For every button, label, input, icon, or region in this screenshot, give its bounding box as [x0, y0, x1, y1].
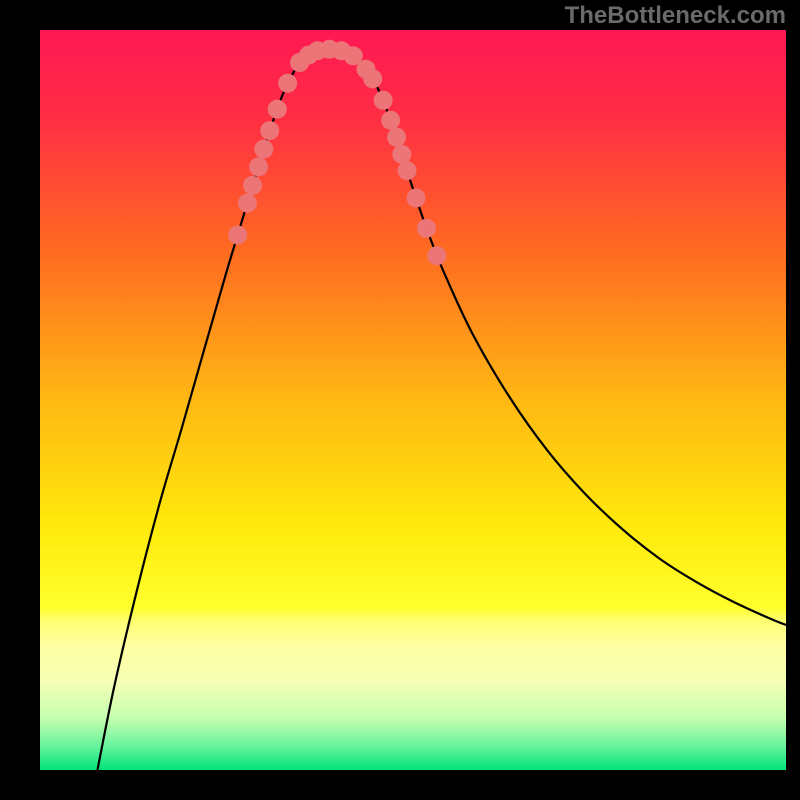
data-marker	[278, 74, 297, 93]
data-marker	[374, 91, 393, 110]
data-marker	[228, 225, 247, 244]
data-marker	[406, 188, 425, 207]
data-marker	[243, 176, 262, 195]
data-marker	[381, 111, 400, 130]
data-marker	[398, 161, 417, 180]
data-marker	[260, 121, 279, 140]
data-marker	[363, 69, 382, 88]
bottleneck-curve	[97, 49, 786, 770]
chart-svg	[40, 30, 786, 770]
plot-area	[40, 30, 786, 770]
data-marker	[417, 219, 436, 238]
data-marker	[254, 140, 273, 159]
data-marker	[249, 157, 268, 176]
data-marker	[387, 128, 406, 147]
data-marker	[238, 194, 257, 213]
data-marker	[392, 145, 411, 164]
data-marker	[268, 100, 287, 119]
data-marker	[427, 246, 446, 265]
watermark-text: TheBottleneck.com	[565, 2, 786, 30]
